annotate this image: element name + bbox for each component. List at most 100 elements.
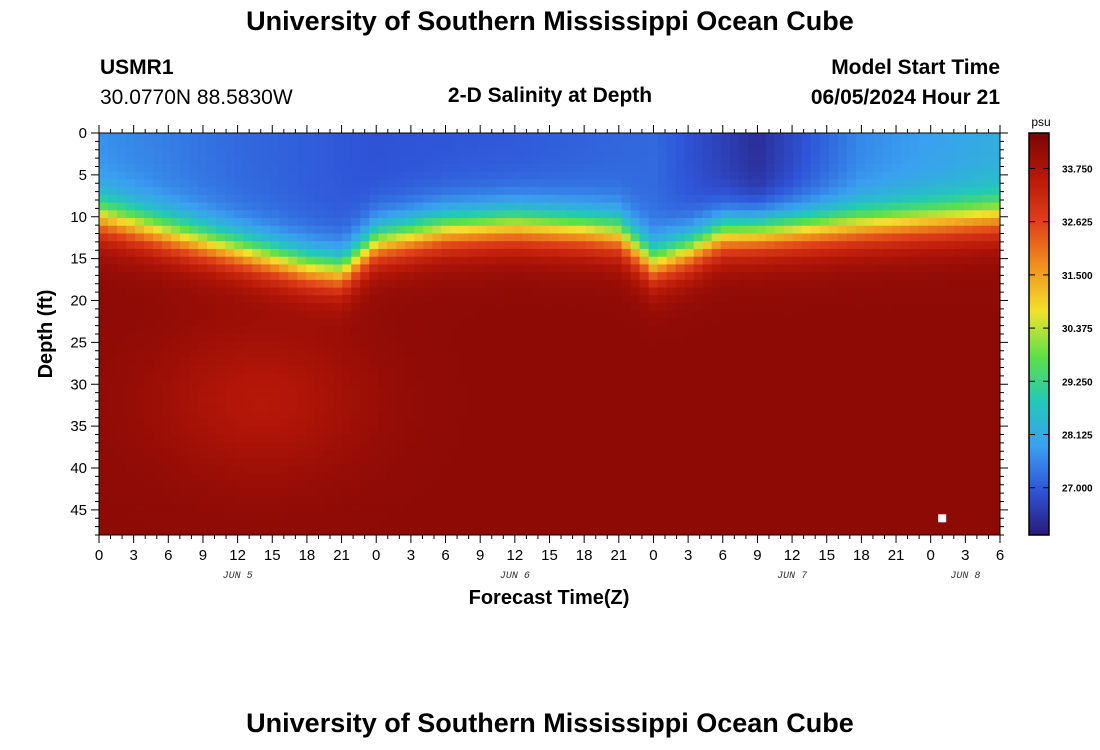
heatmap-cell: [945, 202, 956, 211]
heatmap-cell: [558, 364, 569, 374]
heatmap-cell: [378, 341, 388, 351]
heatmap-cell: [225, 349, 235, 358]
heatmap-cell: [846, 156, 857, 165]
heatmap-cell: [495, 272, 506, 281]
heatmap-cell: [855, 364, 866, 374]
heatmap-cell: [783, 480, 794, 490]
heatmap-cell: [684, 202, 695, 211]
heatmap-cell: [882, 395, 893, 405]
heatmap-cell: [864, 241, 875, 250]
heatmap-cell: [144, 449, 154, 459]
heatmap-cell: [297, 163, 307, 173]
heatmap-cell: [927, 287, 938, 296]
heatmap-cell: [630, 163, 641, 173]
heatmap-cell: [495, 179, 506, 188]
heatmap-cell: [639, 504, 650, 513]
heatmap-cell: [144, 326, 154, 335]
heatmap-cell: [549, 457, 560, 467]
heatmap-cell: [666, 403, 677, 412]
heatmap-cell: [117, 334, 127, 343]
heatmap-cell: [171, 465, 181, 474]
heatmap-cell: [495, 372, 506, 381]
heatmap-cell: [909, 156, 920, 165]
heatmap-cell: [225, 171, 235, 180]
heatmap-cell: [216, 473, 226, 482]
heatmap-cell: [351, 411, 361, 420]
heatmap-cell: [558, 148, 569, 157]
heatmap-cell: [549, 156, 560, 165]
heatmap-cell: [972, 496, 983, 505]
heatmap-cell: [459, 364, 470, 374]
heatmap-cell: [747, 372, 758, 381]
heatmap-cell: [378, 310, 388, 320]
heatmap-cell: [198, 511, 208, 521]
heatmap-cell: [747, 449, 758, 459]
heatmap-cell: [612, 457, 623, 467]
heatmap-cell: [477, 202, 488, 211]
heatmap-cell: [909, 194, 920, 204]
heatmap-cell: [747, 133, 758, 142]
heatmap-cell: [378, 473, 388, 482]
heatmap-cell: [585, 349, 596, 358]
heatmap-cell: [450, 426, 460, 436]
heatmap-cell: [657, 465, 668, 474]
heatmap-cell: [99, 210, 109, 219]
heatmap-cell: [396, 318, 406, 327]
heatmap-cell: [720, 256, 731, 266]
heatmap-cell: [441, 310, 451, 320]
heatmap-cell: [450, 504, 460, 513]
heatmap-cell: [396, 403, 406, 412]
heatmap-cell: [504, 388, 515, 397]
heatmap-cell: [576, 248, 587, 258]
heatmap-cell: [117, 419, 127, 428]
heatmap-cell: [171, 504, 181, 513]
heatmap-cell: [540, 264, 551, 273]
heatmap-cell: [252, 225, 262, 235]
heatmap-cell: [540, 295, 551, 304]
heatmap-cell: [621, 156, 632, 165]
heatmap-cell: [306, 187, 316, 196]
heatmap-cell: [405, 372, 415, 381]
heatmap-cell: [252, 434, 262, 443]
heatmap-cell: [801, 364, 812, 374]
heatmap-cell: [441, 341, 451, 351]
heatmap-cell: [945, 380, 956, 389]
heatmap-cell: [648, 488, 659, 497]
heatmap-cell: [207, 295, 217, 304]
heatmap-cell: [549, 140, 560, 150]
heatmap-cell: [108, 233, 118, 242]
heatmap-cell: [144, 171, 154, 180]
heatmap-cell: [522, 341, 533, 351]
heatmap-cell: [666, 496, 677, 505]
heatmap-cell: [342, 272, 352, 281]
heatmap-cell: [576, 279, 587, 289]
heatmap-cell: [270, 318, 280, 327]
heatmap-cell: [927, 341, 938, 351]
heatmap-cell: [612, 318, 623, 327]
heatmap-cell: [648, 419, 659, 428]
heatmap-cell: [972, 218, 983, 227]
heatmap-cell: [279, 233, 289, 242]
heatmap-cell: [234, 187, 244, 196]
heatmap-cell: [378, 140, 388, 150]
heatmap-cell: [252, 488, 262, 497]
heatmap-cell: [531, 504, 542, 513]
heatmap-cell: [738, 148, 749, 157]
heatmap-cell: [882, 287, 893, 296]
heatmap-cell: [540, 434, 551, 443]
heatmap-cell: [567, 171, 578, 180]
heatmap-cell: [648, 279, 659, 289]
heatmap-cell: [675, 426, 686, 436]
heatmap-cell: [684, 310, 695, 320]
heatmap-cell: [324, 210, 334, 219]
heatmap-cell: [846, 225, 857, 235]
heatmap-cell: [702, 511, 713, 521]
heatmap-cell: [603, 419, 614, 428]
heatmap-cell: [810, 210, 821, 219]
heatmap-cell: [648, 148, 659, 157]
heatmap-cell: [765, 357, 776, 366]
heatmap-cell: [828, 426, 839, 436]
heatmap-cell: [369, 349, 379, 358]
heatmap-cell: [495, 171, 506, 180]
heatmap-cell: [756, 380, 767, 389]
